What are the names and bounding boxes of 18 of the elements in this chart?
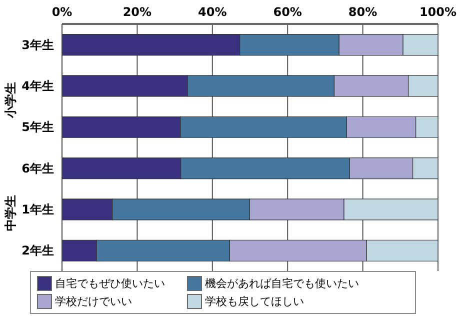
x-tick-label: 20% <box>122 5 152 19</box>
y-tick-label: 6年生 <box>22 161 54 176</box>
x-tick-label: 60% <box>273 5 302 19</box>
x-tick-label: 80% <box>348 5 378 19</box>
y-tick-label: 1年生 <box>22 202 54 217</box>
x-tick-label: 0% <box>52 5 72 19</box>
y-tick-label: 3年生 <box>22 38 54 52</box>
y-tick-label: 2年生 <box>22 244 54 258</box>
y-tick-label: 5年生 <box>22 120 54 134</box>
x-tick-label: 100% <box>419 5 457 19</box>
text: 小学生 <box>2 82 18 118</box>
x-tick-label: 40% <box>198 5 227 19</box>
legend-label: 自宅でもぜひ使いたい <box>55 276 165 291</box>
legend-label: 学校も戻してほしい <box>205 294 304 309</box>
y-tick-label: 4年生 <box>22 79 54 94</box>
text: 中学生 <box>2 195 18 232</box>
legend-label: 機会があれば自宅でも使いたい <box>205 276 359 291</box>
legend-label: 学校だけでいい <box>55 294 132 309</box>
